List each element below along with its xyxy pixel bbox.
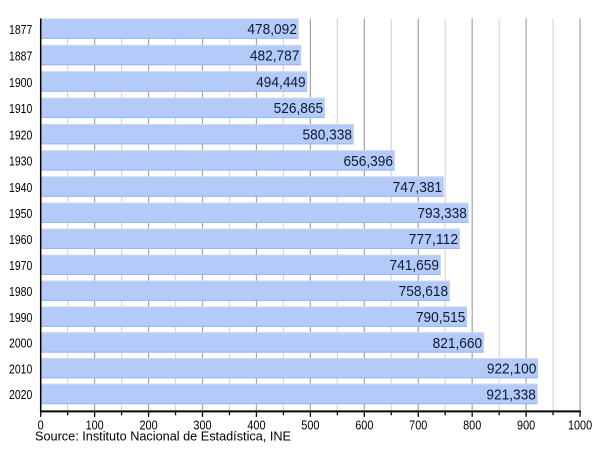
svg-text:1887: 1887 — [9, 48, 32, 63]
svg-text:1910: 1910 — [9, 101, 32, 116]
svg-text:494,449: 494,449 — [256, 75, 306, 91]
svg-text:2010: 2010 — [9, 362, 32, 377]
svg-text:793,338: 793,338 — [417, 206, 467, 222]
svg-text:1920: 1920 — [9, 127, 32, 142]
svg-text:500: 500 — [301, 417, 319, 432]
svg-text:790,515: 790,515 — [416, 310, 466, 326]
svg-text:700: 700 — [409, 417, 427, 432]
svg-text:600: 600 — [355, 417, 373, 432]
svg-text:1930: 1930 — [9, 154, 32, 169]
svg-text:200: 200 — [139, 417, 157, 432]
svg-text:800: 800 — [463, 417, 481, 432]
svg-text:1980: 1980 — [9, 284, 32, 299]
svg-text:1877: 1877 — [9, 22, 32, 37]
svg-text:2020: 2020 — [9, 387, 32, 402]
svg-text:1000: 1000 — [568, 417, 592, 432]
svg-text:1950: 1950 — [9, 206, 32, 221]
svg-text:400: 400 — [247, 417, 265, 432]
svg-text:1960: 1960 — [9, 232, 32, 247]
svg-text:741,659: 741,659 — [390, 258, 440, 274]
svg-text:300: 300 — [193, 417, 211, 432]
svg-text:1900: 1900 — [9, 75, 32, 90]
svg-text:1940: 1940 — [9, 180, 32, 195]
svg-text:1970: 1970 — [9, 258, 32, 273]
svg-text:921,338: 921,338 — [486, 387, 536, 403]
svg-text:478,092: 478,092 — [247, 22, 297, 38]
svg-text:100: 100 — [86, 417, 104, 432]
svg-text:821,660: 821,660 — [433, 336, 483, 352]
svg-text:482,787: 482,787 — [250, 48, 300, 64]
svg-text:656,396: 656,396 — [344, 154, 394, 170]
svg-text:2000: 2000 — [9, 336, 32, 351]
svg-text:777,112: 777,112 — [409, 232, 459, 248]
svg-text:900: 900 — [517, 417, 535, 432]
svg-text:1990: 1990 — [9, 310, 32, 325]
svg-text:526,865: 526,865 — [274, 101, 324, 117]
svg-text:Source: Instituto Nacional de: Source: Instituto Nacional de Estadístic… — [35, 429, 291, 443]
svg-text:922,100: 922,100 — [487, 362, 537, 378]
svg-text:580,338: 580,338 — [303, 128, 353, 144]
svg-text:0: 0 — [38, 417, 44, 432]
svg-text:758,618: 758,618 — [399, 284, 449, 300]
svg-text:747,381: 747,381 — [393, 180, 443, 196]
